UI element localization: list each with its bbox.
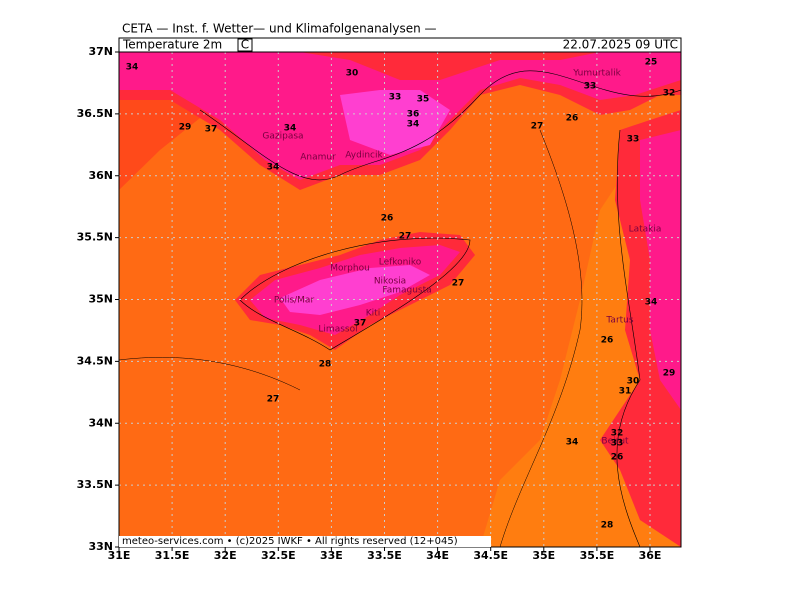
x-tick-label: 31.5E bbox=[155, 549, 190, 562]
contour-line bbox=[199, 70, 681, 181]
map-title: Temperature 2m bbox=[122, 38, 222, 52]
field-hot-east bbox=[640, 130, 681, 410]
contour-label: 33 bbox=[627, 135, 640, 145]
city-label: Gazipasa bbox=[262, 132, 303, 142]
x-tick-label: 34E bbox=[426, 549, 449, 562]
x-tick-label: 36E bbox=[639, 549, 662, 562]
y-tick-label: 34N bbox=[88, 416, 113, 429]
contour-label: 33 bbox=[584, 82, 597, 92]
contour-line bbox=[616, 129, 641, 547]
x-tick-label: 35.5E bbox=[580, 549, 615, 562]
contour-label: 29 bbox=[663, 369, 676, 379]
x-tick-label: 35E bbox=[532, 549, 555, 562]
y-tick-label: 35.5N bbox=[77, 231, 113, 244]
contour-label: 28 bbox=[319, 360, 332, 370]
graticule bbox=[115, 51, 681, 551]
contour-label: 27 bbox=[399, 232, 412, 242]
contour-label: 35 bbox=[417, 95, 430, 105]
contour-line bbox=[239, 237, 471, 351]
y-tick-label: 34.5N bbox=[77, 354, 113, 367]
unit-box bbox=[237, 38, 253, 52]
x-tick-label: 33E bbox=[320, 549, 343, 562]
city-label: Beirut bbox=[601, 437, 629, 447]
y-tick-label: 36N bbox=[88, 169, 113, 182]
contour-label: 34 bbox=[645, 298, 658, 308]
contour-label: 26 bbox=[566, 114, 579, 124]
contour-label: 25 bbox=[645, 58, 658, 68]
field-hottest-north bbox=[340, 90, 450, 155]
contour-label: 31 bbox=[619, 387, 632, 397]
city-label: Limassol bbox=[318, 325, 357, 335]
y-tick-label: 36.5N bbox=[77, 107, 113, 120]
contour-line bbox=[119, 357, 301, 391]
contour-label: 27 bbox=[267, 395, 280, 405]
city-label: Famagusta bbox=[382, 286, 431, 296]
city-label: Kiti bbox=[366, 309, 380, 319]
x-tick-label: 32.5E bbox=[261, 549, 296, 562]
contour-label: 27 bbox=[452, 279, 465, 289]
city-label: Yumurtalik bbox=[572, 69, 621, 79]
city-label: Polis/Mar bbox=[274, 296, 315, 306]
contour-label: 34 bbox=[284, 124, 297, 134]
x-tick-label: 34.5E bbox=[473, 549, 508, 562]
valid-time: 22.07.2025 09 UTC bbox=[563, 38, 678, 52]
header-source: CETA — Inst. f. Wetter— und Klimafolgena… bbox=[122, 22, 437, 36]
city-label: Tartus bbox=[605, 316, 633, 326]
x-tick-label: 32E bbox=[214, 549, 237, 562]
contour-label: 37 bbox=[205, 125, 218, 135]
contour-label: 34 bbox=[126, 63, 139, 73]
contour-label: 37 bbox=[354, 319, 367, 329]
contour-label: 32 bbox=[611, 429, 624, 439]
contour-label: 33 bbox=[611, 439, 624, 449]
contour-label: 30 bbox=[627, 377, 640, 387]
x-tick-label: 31E bbox=[108, 549, 131, 562]
contour-label: 29 bbox=[179, 123, 192, 133]
city-label: Lefkoniko bbox=[379, 258, 422, 268]
contour-label: 34 bbox=[407, 120, 420, 130]
y-tick-label: 33.5N bbox=[77, 478, 113, 491]
contour-label: 34 bbox=[566, 438, 579, 448]
contour-label: 26 bbox=[611, 453, 624, 463]
city-label: Morphou bbox=[330, 264, 370, 274]
city-label: Nikosia bbox=[374, 277, 406, 287]
y-tick-label: 33N bbox=[88, 540, 113, 553]
contour-label: 28 bbox=[601, 521, 614, 531]
contour-label: 30 bbox=[346, 69, 359, 79]
y-tick-label: 37N bbox=[88, 45, 113, 58]
contour-label: 32 bbox=[663, 89, 676, 99]
field-cyprus-hottest bbox=[280, 265, 430, 315]
contour-label: 33 bbox=[389, 93, 402, 103]
x-tick-label: 33.5E bbox=[367, 549, 402, 562]
unit-label: C bbox=[241, 38, 249, 52]
labels: 31E 31.5E 32E 32.5E 33E 33.5E 34E 34.5E 35E 35.5E… bbox=[77, 45, 676, 562]
contour-label: 36 bbox=[407, 110, 420, 120]
contour-line bbox=[499, 129, 583, 547]
contour-label: 27 bbox=[531, 122, 544, 132]
city-label: Latakia bbox=[629, 225, 662, 235]
contour-label: 34 bbox=[267, 163, 280, 173]
y-tick-label: 35N bbox=[88, 293, 113, 306]
contour-label: 26 bbox=[601, 336, 614, 346]
city-label: Anamur bbox=[300, 153, 336, 163]
footer-bar bbox=[119, 536, 491, 547]
contour-label: 26 bbox=[381, 214, 394, 224]
city-label: Aydincik bbox=[345, 151, 383, 161]
footer-credit: meteo-services.com • (c)2025 IWKF • All … bbox=[122, 536, 458, 547]
